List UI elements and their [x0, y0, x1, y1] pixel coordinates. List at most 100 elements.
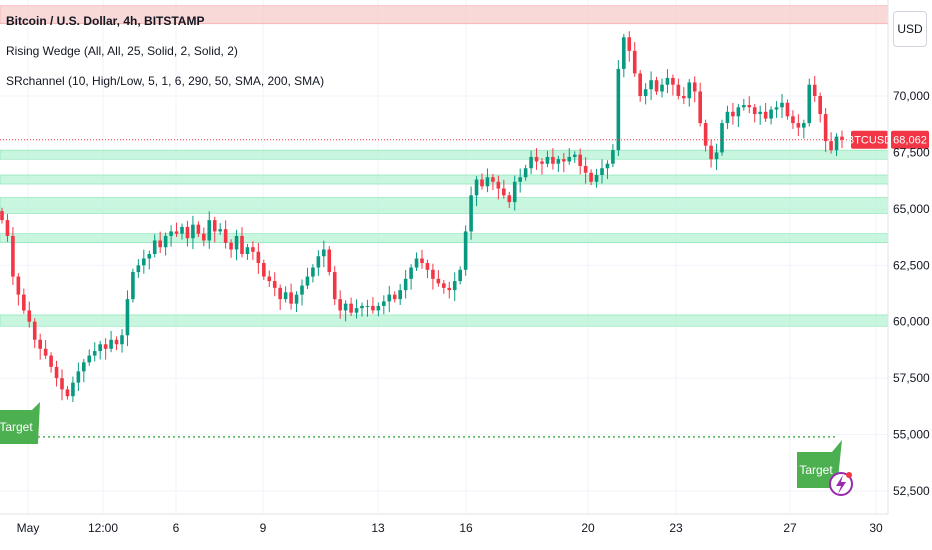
candle-body	[103, 344, 108, 349]
chart-title: Bitcoin / U.S. Dollar, 4h, BITSTAMP	[6, 14, 205, 28]
candle-body	[125, 299, 130, 336]
candle-body	[676, 84, 681, 96]
candle-body	[703, 123, 708, 146]
time-tick-label: 30	[869, 521, 883, 535]
candle-body	[349, 303, 353, 313]
candle-body	[114, 339, 119, 345]
candle-body	[92, 351, 97, 356]
candle-body	[376, 305, 381, 311]
candle-body	[256, 251, 261, 264]
candle-body	[152, 240, 157, 254]
candle-body	[534, 156, 539, 162]
candle-body	[207, 220, 212, 241]
candle-body	[32, 321, 37, 340]
candle-body	[616, 68, 621, 151]
candle-body	[403, 278, 408, 291]
candle-body	[343, 303, 348, 311]
candle-body	[229, 242, 233, 250]
candle-body	[545, 156, 550, 164]
candle-body	[43, 348, 48, 356]
candle-body	[71, 382, 75, 397]
candle-body	[425, 263, 430, 270]
candle-body	[567, 156, 572, 162]
candle-body	[769, 109, 773, 119]
candle-body	[289, 292, 293, 304]
candle-body	[174, 231, 179, 234]
candle-body	[692, 82, 697, 92]
candle-body	[431, 269, 435, 279]
candle-body	[76, 371, 81, 383]
candle-body	[147, 254, 152, 259]
candle-body	[720, 123, 724, 153]
candle-body	[507, 195, 512, 203]
sr-zones	[0, 5, 889, 327]
candle-body	[622, 37, 626, 69]
candle-body	[332, 272, 337, 300]
candle-body	[262, 263, 266, 277]
candle-body	[442, 283, 446, 288]
time-tick-label: 6	[173, 521, 180, 535]
lightning-bolt-icon	[836, 475, 846, 494]
candle-body	[458, 269, 462, 282]
candle-body	[643, 89, 648, 96]
candle-body	[251, 247, 255, 252]
candle-body	[594, 175, 599, 182]
candle-body	[136, 265, 141, 273]
candle-body	[382, 301, 386, 306]
candle-body	[736, 107, 741, 117]
candle-body	[22, 294, 26, 311]
candle-body	[65, 389, 70, 397]
candle-body	[589, 172, 593, 182]
candle-body	[16, 276, 21, 295]
candle-body	[169, 231, 173, 236]
candle-body	[731, 111, 735, 117]
indicator-srchannel-label[interactable]: SRchannel (10, High/Low, 5, 1, 6, 290, 5…	[6, 74, 325, 88]
candle-body	[540, 161, 544, 164]
currency-button[interactable]: USD	[893, 11, 927, 47]
candle-body	[562, 159, 566, 162]
candle-body	[327, 249, 332, 273]
candle-body	[725, 111, 730, 124]
candle-body	[829, 141, 833, 151]
last-price-label: 68,062	[893, 135, 927, 147]
candle-body	[163, 235, 168, 248]
candle-body	[796, 123, 801, 128]
candle-body	[131, 272, 135, 300]
candle-body	[398, 290, 402, 300]
candle-body	[611, 150, 615, 164]
candle-body	[840, 136, 844, 140]
candle-body	[529, 156, 533, 169]
candle-body	[802, 123, 806, 128]
support-zone	[0, 149, 889, 160]
time-tick-label: 13	[371, 521, 385, 535]
candle-body	[763, 111, 768, 119]
alert-dot-icon	[846, 472, 852, 478]
candle-body	[578, 154, 582, 166]
candle-body	[240, 235, 244, 254]
symbol-badge	[851, 130, 888, 149]
indicator-rising-wedge-label[interactable]: Rising Wedge (All, All, 25, Solid, 2, So…	[6, 44, 238, 58]
candles	[0, 31, 844, 403]
candle-body	[469, 195, 473, 232]
time-tick-label: 9	[260, 521, 267, 535]
price-tick-label: 52,500	[893, 484, 930, 498]
price-tick-label: 67,500	[893, 145, 930, 159]
candle-body	[87, 355, 92, 363]
candle-body	[360, 305, 364, 309]
candle-body	[714, 152, 719, 160]
candle-body	[791, 116, 795, 124]
candle-body	[414, 258, 419, 268]
candle-body	[38, 339, 42, 349]
support-zone	[0, 174, 889, 185]
candle-body	[322, 249, 326, 257]
candle-body	[311, 267, 315, 277]
candle-body	[272, 281, 277, 288]
time-tick-label: 27	[783, 521, 797, 535]
candle-body	[447, 287, 452, 291]
candle-body	[218, 229, 222, 232]
price-tick-label: 62,500	[893, 258, 930, 272]
candle-body	[780, 102, 784, 108]
candle-body	[294, 294, 299, 304]
candle-body	[234, 235, 239, 250]
